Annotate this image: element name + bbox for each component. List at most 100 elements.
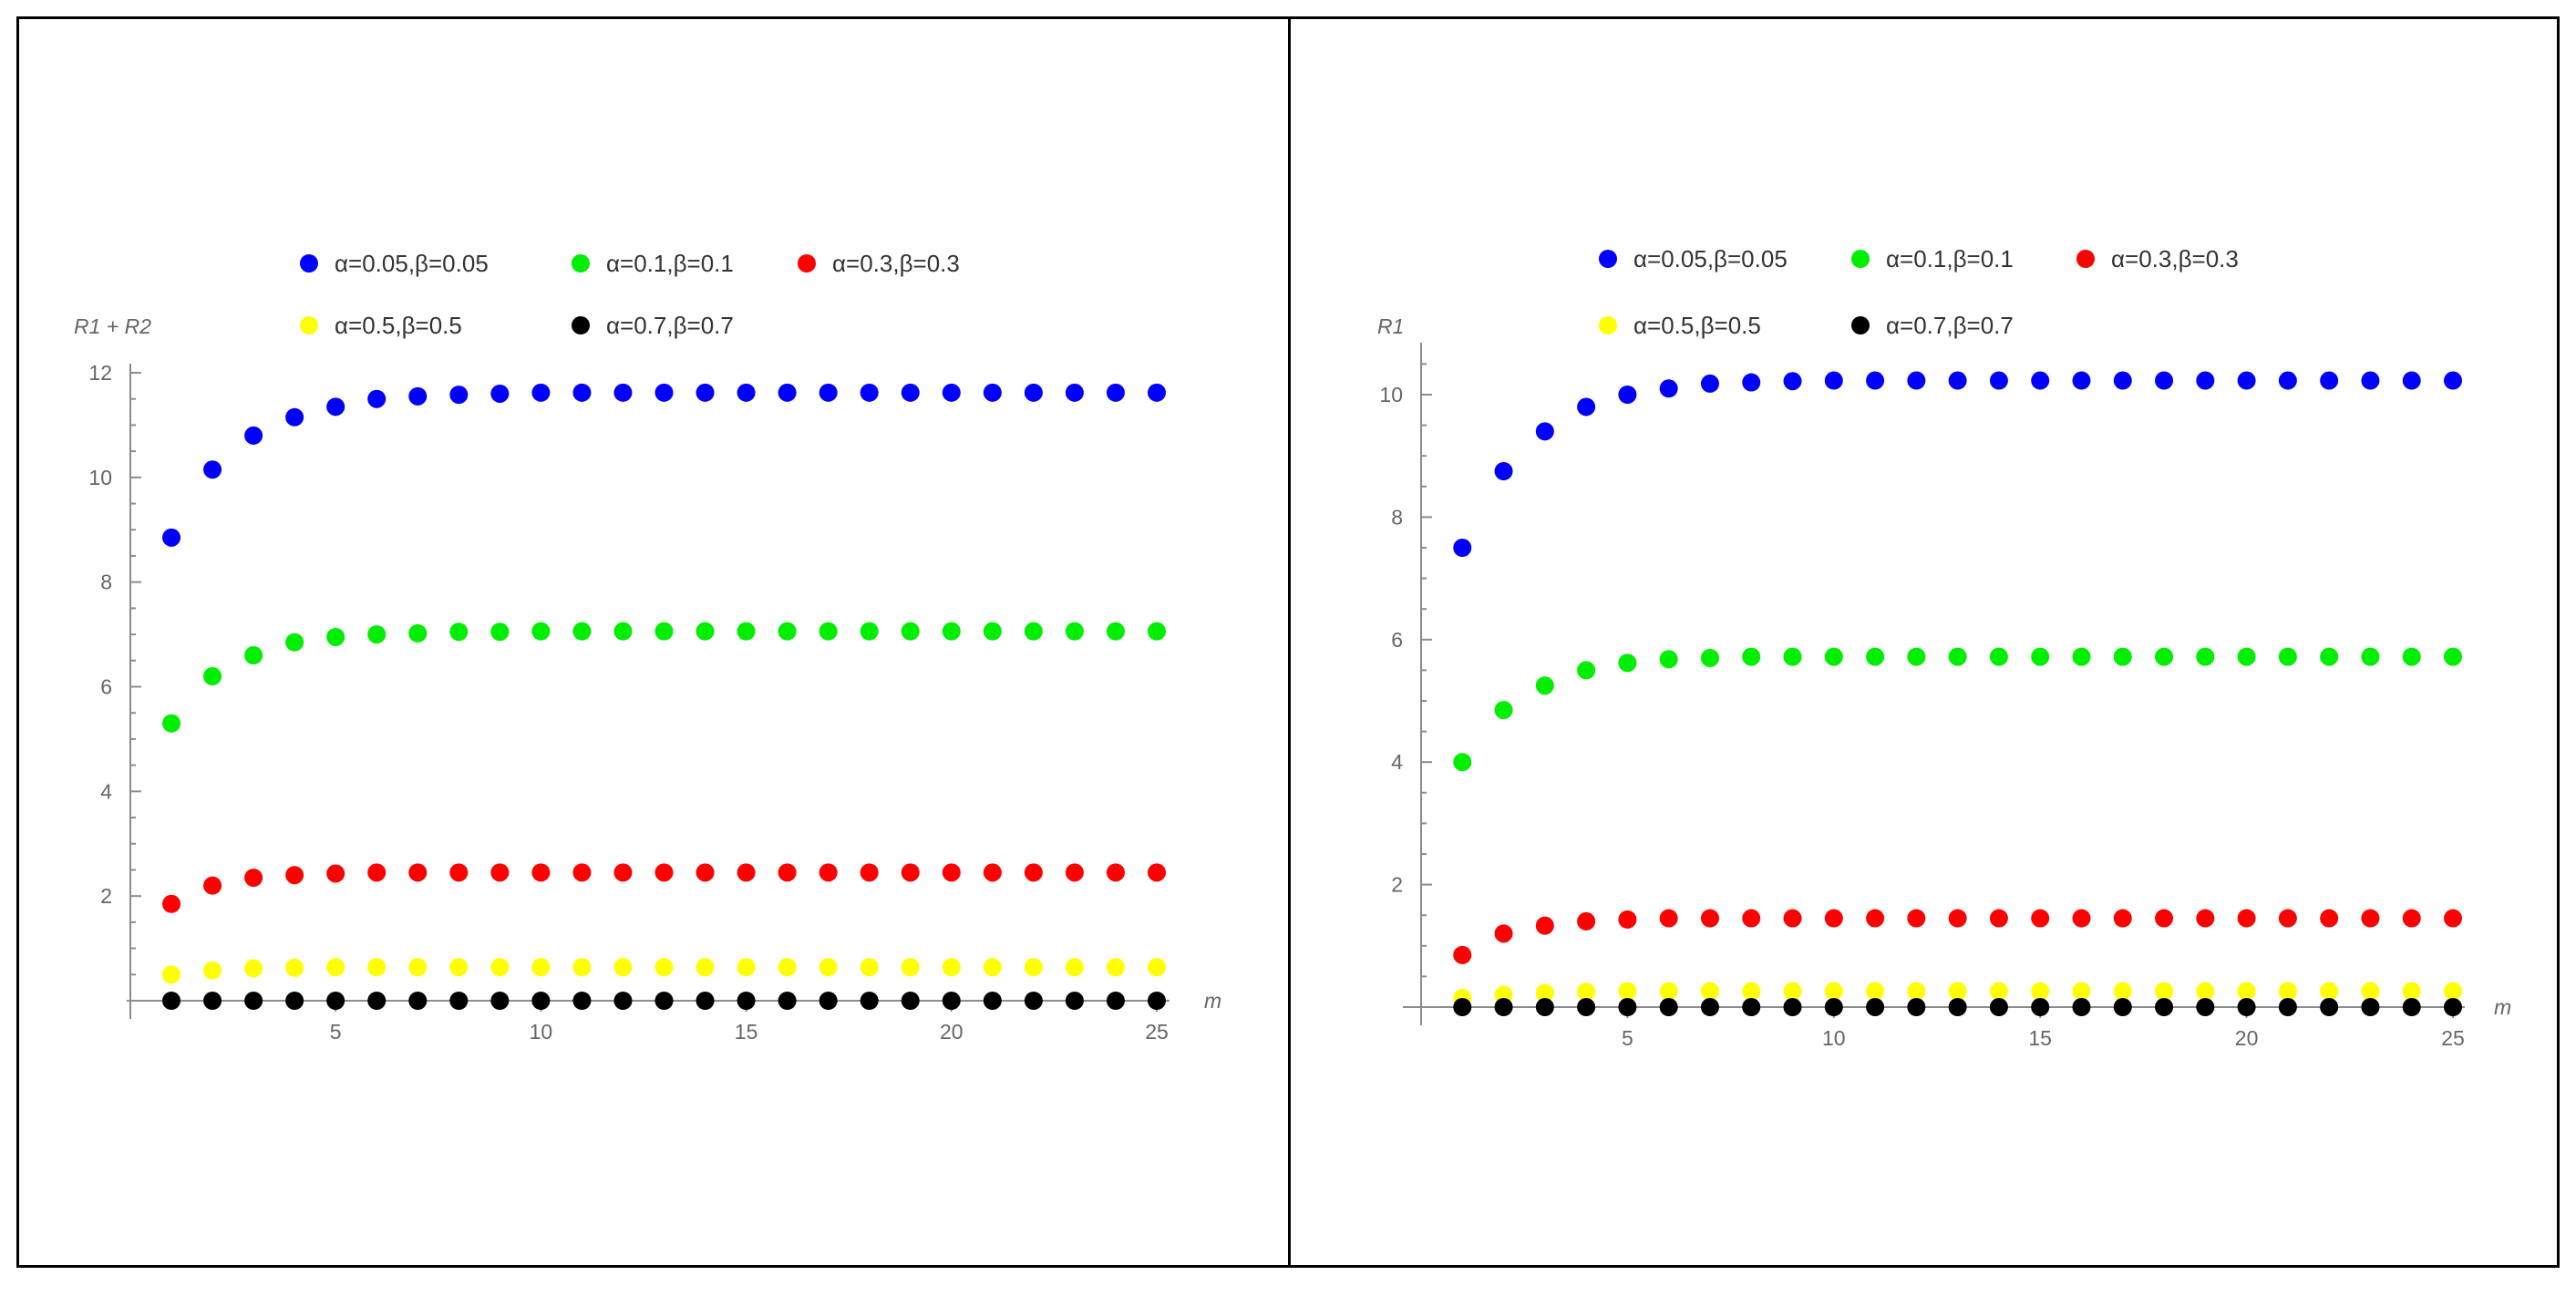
data-point — [2237, 998, 2256, 1016]
x-axis-label: m — [1204, 989, 1221, 1013]
data-point — [696, 622, 715, 641]
data-point — [1824, 647, 1843, 666]
legend-item: α=0.7,β=0.7 — [572, 312, 734, 339]
data-point — [285, 407, 304, 427]
legend-label: α=0.5,β=0.5 — [335, 312, 462, 339]
data-point — [860, 622, 879, 641]
data-point — [1989, 371, 2008, 390]
data-point — [531, 622, 551, 641]
data-point — [408, 623, 428, 643]
legend-marker — [798, 254, 816, 273]
data-point — [819, 992, 838, 1010]
x-tick-label: 10 — [1822, 1026, 1846, 1050]
data-point — [203, 460, 222, 479]
data-point — [901, 622, 920, 641]
data-point — [819, 863, 838, 882]
data-point — [2237, 647, 2256, 666]
data-point — [531, 992, 551, 1010]
data-point — [1535, 983, 1554, 1003]
data-point — [2113, 909, 2132, 928]
data-point — [654, 863, 674, 882]
data-point — [654, 958, 674, 977]
data-point — [1866, 909, 1885, 928]
data-point — [1700, 374, 1719, 393]
data-point — [1907, 909, 1926, 928]
data-point — [2196, 647, 2215, 666]
data-point — [2237, 371, 2256, 390]
data-point — [1783, 909, 1802, 928]
data-point — [860, 958, 879, 977]
data-point — [1948, 909, 1967, 928]
legend-marker — [572, 254, 590, 273]
data-point — [819, 958, 838, 977]
data-point — [1106, 863, 1125, 882]
y-tick-label: 4 — [1391, 750, 1403, 774]
data-point — [244, 869, 263, 888]
data-point — [203, 876, 222, 895]
data-point — [326, 958, 345, 977]
x-tick-label: 25 — [1145, 1020, 1169, 1044]
chart-right-svg: 5 10 15 20 25 2 4 6 8 10 R1 m α=0.05,β=0.05 α=0.1,β=0… — [1377, 245, 2511, 1050]
data-point — [901, 863, 920, 882]
data-point — [2237, 909, 2256, 928]
data-point — [490, 384, 510, 403]
data-point — [326, 397, 345, 417]
y-tick-label: 2 — [1391, 873, 1403, 897]
data-point — [162, 894, 181, 913]
legend-item: α=0.1,β=0.1 — [572, 250, 734, 277]
x-tick-label: 5 — [1622, 1026, 1633, 1050]
data-point — [778, 992, 797, 1010]
data-point — [449, 863, 469, 882]
data-point — [1824, 998, 1843, 1016]
data-point — [942, 992, 961, 1010]
data-point — [285, 633, 304, 652]
legend-label: α=0.5,β=0.5 — [1633, 312, 1761, 339]
x-tick-label: 10 — [530, 1020, 553, 1044]
data-point — [942, 383, 961, 402]
data-point — [1948, 982, 1967, 1001]
y-tick-label: 12 — [88, 361, 112, 385]
y-axis-label: R1 — [1377, 314, 1404, 338]
y-tick-label: 10 — [88, 466, 112, 489]
data-point — [1700, 982, 1719, 1001]
data-point — [162, 965, 181, 984]
data-point — [285, 958, 304, 977]
data-point — [2444, 647, 2462, 666]
data-point — [2237, 982, 2256, 1001]
data-point — [2320, 909, 2339, 928]
data-point — [2031, 998, 2050, 1016]
data-point — [1106, 992, 1125, 1010]
data-point — [203, 992, 222, 1010]
legend-marker — [1599, 250, 1617, 268]
data-point — [1024, 863, 1043, 882]
data-point — [1948, 371, 1967, 390]
data-point — [1783, 372, 1802, 391]
data-point — [2072, 371, 2091, 390]
data-point — [737, 958, 756, 977]
data-point — [1494, 462, 1513, 480]
y-tick-label: 8 — [100, 571, 112, 594]
data-point — [860, 992, 879, 1010]
data-point — [901, 992, 920, 1010]
data-point — [983, 863, 1002, 882]
data-point — [2031, 647, 2050, 666]
data-point — [1618, 998, 1637, 1016]
data-point — [2361, 998, 2380, 1016]
data-point — [1065, 992, 1084, 1010]
data-point — [162, 714, 181, 733]
legend-item: α=0.3,β=0.3 — [798, 250, 960, 277]
legend-marker — [572, 316, 590, 334]
data-point — [2361, 909, 2380, 928]
data-point — [531, 958, 551, 977]
legend-marker — [2076, 250, 2095, 268]
legend-label: α=0.1,β=0.1 — [1886, 245, 2014, 273]
data-point — [696, 992, 715, 1010]
data-point — [2031, 371, 2050, 390]
data-point — [490, 992, 510, 1010]
y-axis-label: R1 + R2 — [74, 314, 151, 338]
data-point — [449, 958, 469, 977]
data-point — [737, 863, 756, 882]
data-point — [2402, 982, 2421, 1001]
data-point — [737, 992, 756, 1010]
data-point — [819, 383, 838, 402]
